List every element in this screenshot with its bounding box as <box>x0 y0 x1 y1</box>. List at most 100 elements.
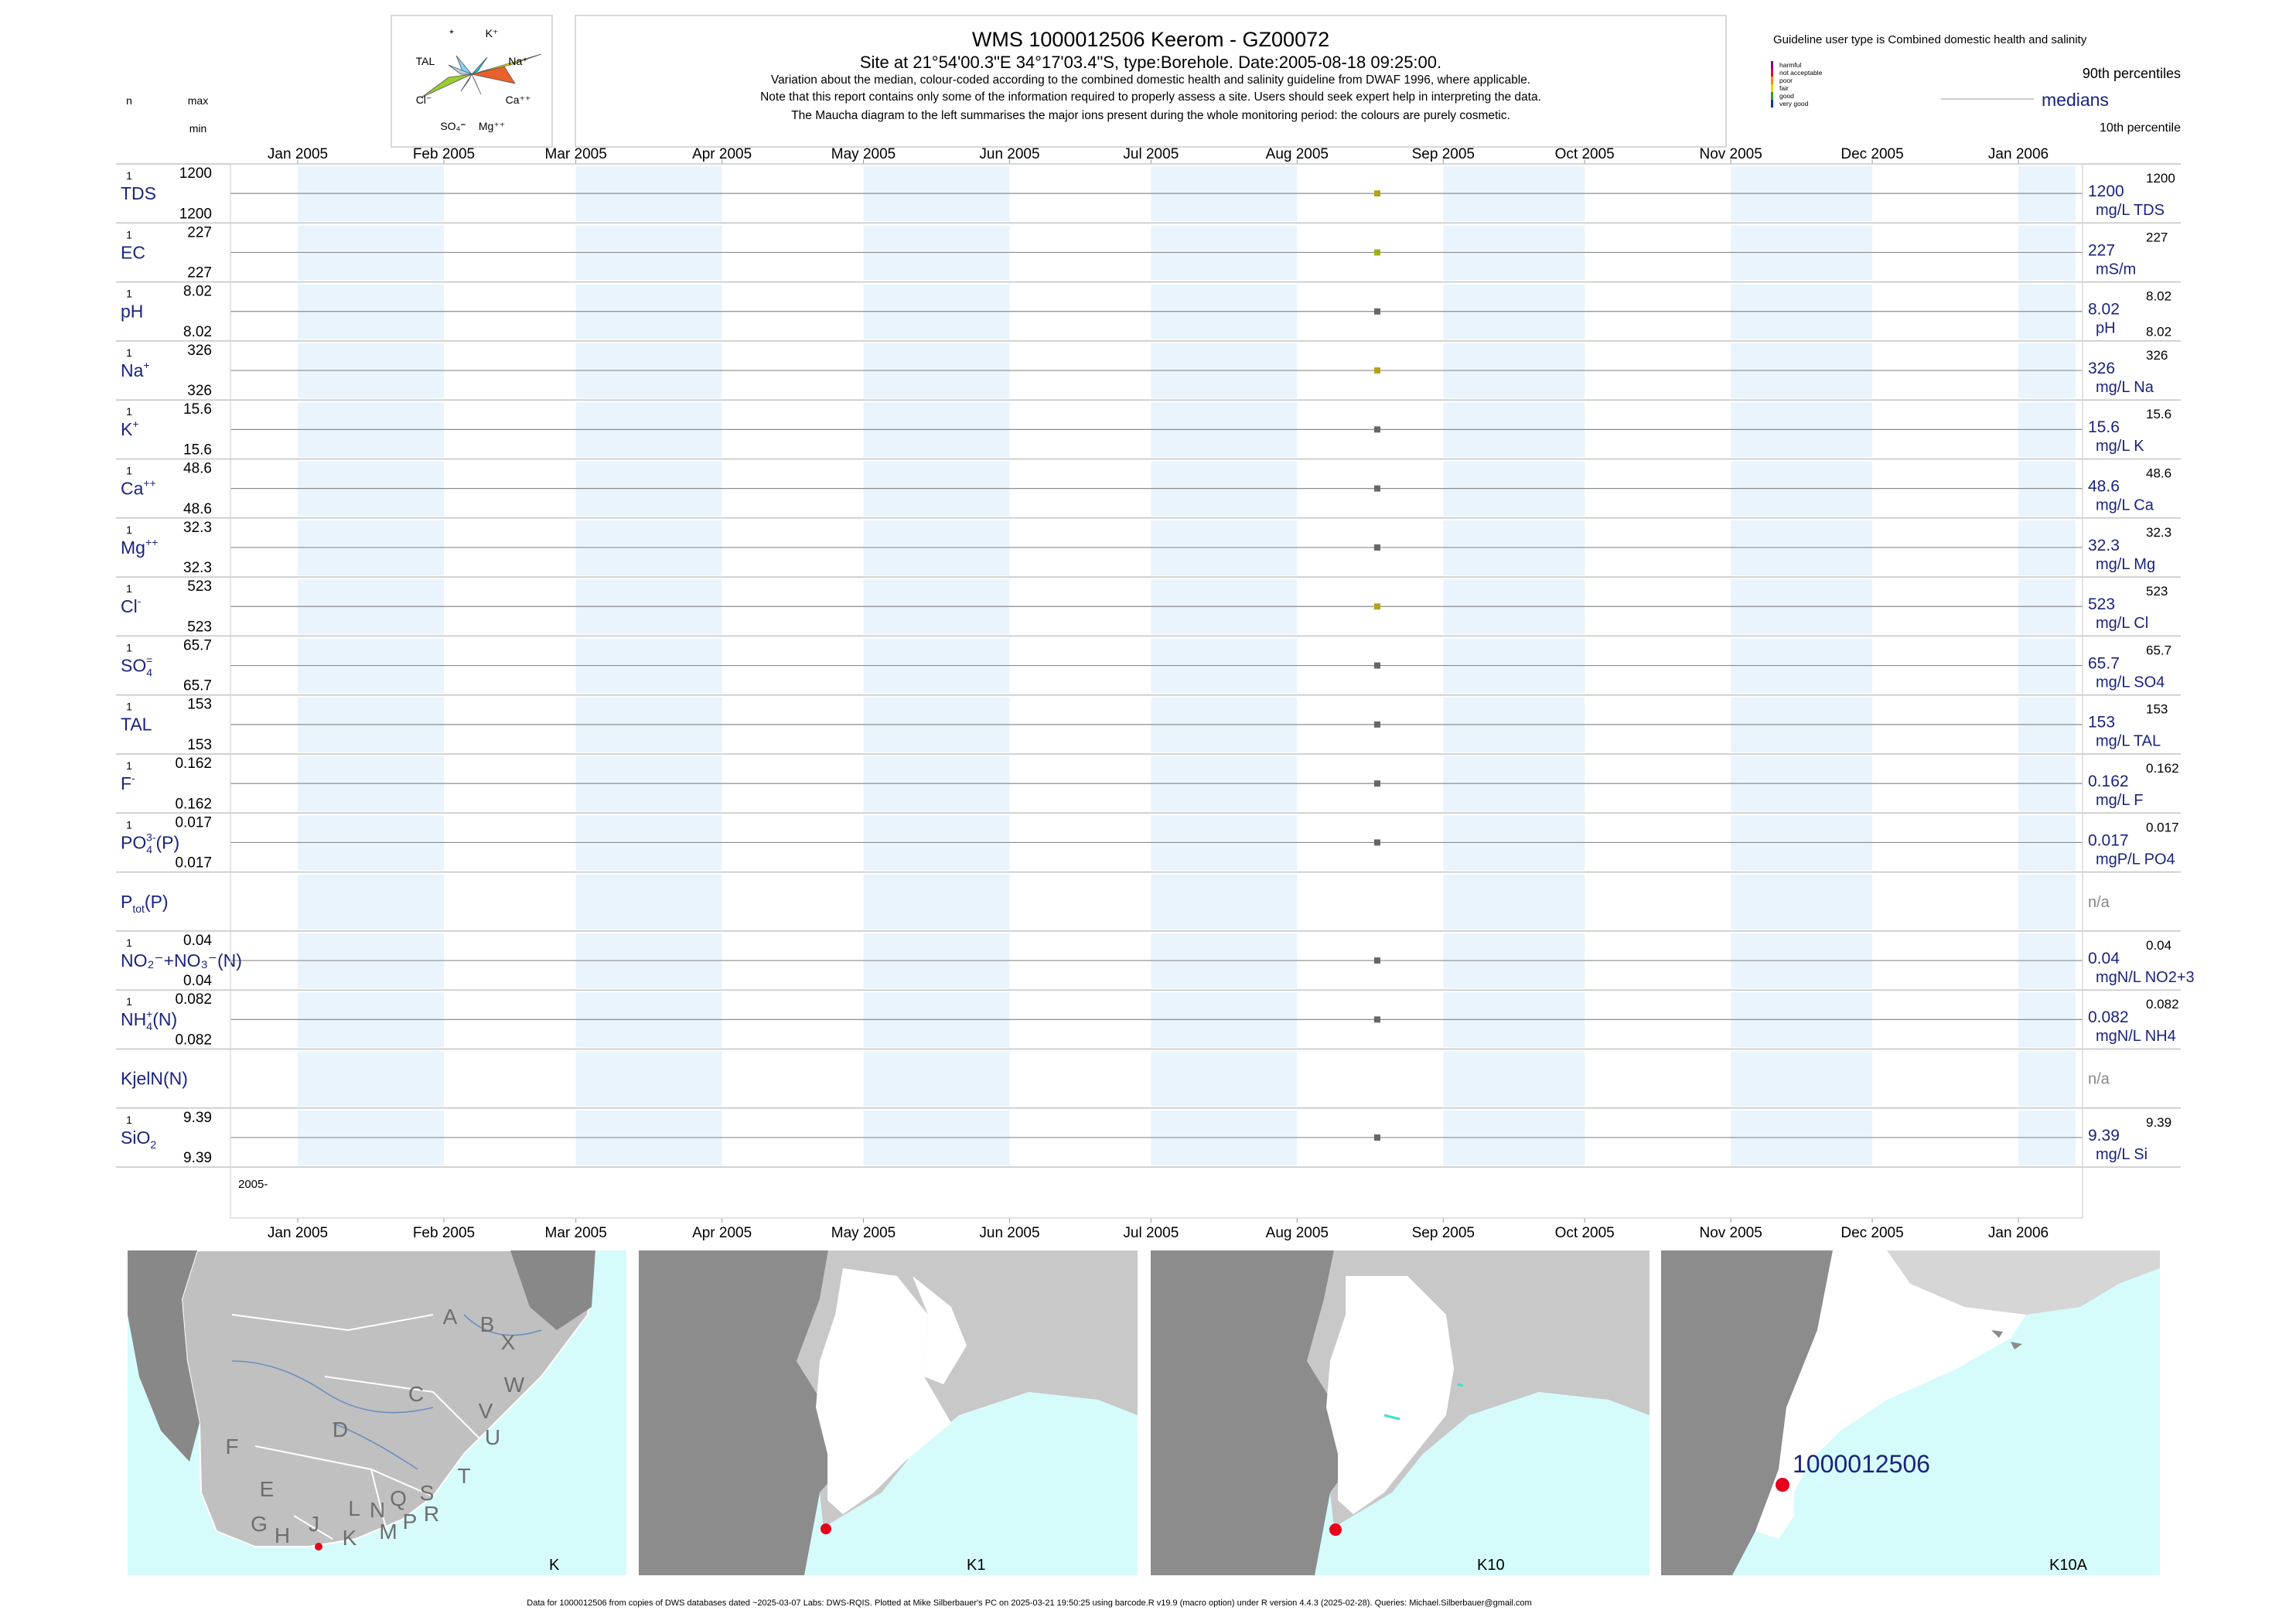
maucha-label-cl: Cl⁻ <box>416 94 432 106</box>
row-median: 0.162 <box>2088 773 2129 790</box>
row-count: 1 <box>126 701 132 713</box>
param-name: Ca <box>121 479 144 499</box>
param-row-10: 1 0.162 0.162 F- 0.162 0.162 mg/L F <box>121 756 2179 812</box>
param-subscript: tot <box>132 902 145 915</box>
param-label: F- <box>121 772 135 793</box>
map-k-region-label: K <box>343 1526 357 1550</box>
row-min: 65.7 <box>183 678 212 694</box>
param-row-4: 1 15.615.6K+ 15.615.6mg/L K <box>121 401 2171 458</box>
row-median: 48.6 <box>2088 478 2120 496</box>
row-count: 1 <box>126 1114 132 1126</box>
page-subtitle: Site at 21°54'00.3"E 34°17'03.4"S, type:… <box>860 53 1441 72</box>
sample-point <box>1373 839 1380 846</box>
map-k-region-label: S <box>420 1481 435 1505</box>
row-p90: 9.39 <box>2146 1115 2171 1130</box>
guideline-color-4 <box>1771 92 1773 100</box>
guideline-color-5 <box>1771 100 1773 107</box>
sample-point <box>1373 603 1380 610</box>
sample-point <box>1373 426 1380 433</box>
row-unit: mg/L Cl <box>2096 615 2148 632</box>
map-k-region-label: L <box>348 1496 360 1520</box>
maucha-label-na: Na⁺ <box>508 55 527 67</box>
tick-label-top: Apr 2005 <box>692 146 752 162</box>
param-name: NO₂⁻+NO₃⁻(N) <box>121 950 242 971</box>
param-superscript: + <box>132 418 138 430</box>
sample-point <box>1373 780 1380 787</box>
param-label: TAL <box>121 715 152 735</box>
row-p90: 1200 <box>2146 171 2175 186</box>
param-row-0: 1 1200 1200 TDS 1200 1200 mg/L TDS <box>121 165 2175 222</box>
sample-point <box>1373 367 1380 374</box>
note-line-3: The Maucha diagram to the left summarise… <box>791 109 1510 122</box>
row-min: 153 <box>187 737 212 753</box>
guideline-level-label: not acceptable <box>1779 69 1823 77</box>
map-k10a-label: K10A <box>2049 1557 2088 1574</box>
sample-point <box>1373 721 1380 728</box>
param-label: KjelN(N) <box>121 1069 188 1089</box>
note-line-1: Variation about the median, colour-coded… <box>771 73 1530 87</box>
row-median: 523 <box>2088 595 2115 613</box>
row-median: 0.017 <box>2088 831 2129 849</box>
map-k-region-label: A <box>443 1305 458 1329</box>
row-min: 227 <box>187 265 212 281</box>
row-min: 523 <box>187 619 212 635</box>
param-row-6: 1 32.3 32.3 Mg++ 32.3 32.3 mg/L Mg <box>121 520 2171 576</box>
year-label: 2005- <box>238 1178 268 1191</box>
row-max: 48.6 <box>183 461 212 477</box>
param-label: pH <box>121 302 143 322</box>
row-p90: 48.6 <box>2146 466 2171 481</box>
row-median: 227 <box>2088 241 2115 259</box>
maucha-label-so4: SO₄⁼ <box>440 120 466 132</box>
row-p90: 326 <box>2146 348 2168 363</box>
guideline-title: Guideline user type is Combined domestic… <box>1773 33 2087 46</box>
map-k-region-label: J <box>309 1512 319 1536</box>
tick-label-top: May 2005 <box>831 146 896 162</box>
tick-label-bottom: Mar 2005 <box>545 1225 607 1241</box>
param-label: K+ <box>121 418 139 439</box>
map-k-region-label: R <box>424 1502 439 1526</box>
row-unit: mS/m <box>2096 261 2136 278</box>
tick-label-bottom: Oct 2005 <box>1555 1225 1615 1241</box>
row-median: 153 <box>2088 714 2115 732</box>
row-max: 0.017 <box>175 814 212 831</box>
tick-label-bottom: Jun 2005 <box>979 1225 1039 1241</box>
row-p90: 523 <box>2146 584 2168 599</box>
map-k-region-label: E <box>260 1477 275 1501</box>
maucha-diagram <box>421 53 542 98</box>
param-subscript: 2 <box>150 1138 156 1151</box>
param-subscript: 4 <box>146 666 152 678</box>
param-label: PO43-(P) <box>121 831 179 855</box>
row-lines <box>116 162 2181 1170</box>
row-max: 153 <box>187 697 212 713</box>
map-k10a-site-marker <box>1776 1478 1789 1492</box>
param-row-15: KjelN(N) n/a <box>121 1069 2110 1089</box>
footer: Data for 1000012506 from copies of DWS d… <box>527 1598 1531 1608</box>
row-unit: mg/L F <box>2096 792 2144 809</box>
maucha-box <box>391 15 553 148</box>
param-superscript: ++ <box>145 536 158 548</box>
param-row-12: Ptot(P) n/a <box>121 892 2110 915</box>
row-unit: mg/L TDS <box>2096 202 2165 219</box>
row-count: 1 <box>126 228 132 241</box>
tick-label-bottom: Aug 2005 <box>1266 1225 1329 1241</box>
tick-label-bottom: Feb 2005 <box>413 1225 475 1241</box>
guideline-level-label: harmful <box>1779 61 1801 69</box>
tick-label-bottom: Nov 2005 <box>1699 1225 1762 1241</box>
map-k-region-label: X <box>501 1330 516 1354</box>
row-max: 227 <box>187 224 212 241</box>
row-median: 32.3 <box>2088 537 2120 554</box>
row-unit: mg/L K <box>2096 438 2144 455</box>
param-name: PO <box>121 832 146 852</box>
row-count: 1 <box>126 169 132 182</box>
map-k10-label: K10 <box>1477 1557 1505 1574</box>
param-row-5: 1 48.648.6Ca++ 48.648.6mg/L Ca <box>121 461 2171 517</box>
barcode-chart: Jan 2005 Feb 2005 Mar 2005 Apr 2005 May 2005… <box>116 146 2195 1241</box>
row-p10: 8.02 <box>2146 325 2171 339</box>
sample-point <box>1373 662 1380 669</box>
param-name: TAL <box>121 715 152 735</box>
param-name: SiO <box>121 1128 150 1148</box>
